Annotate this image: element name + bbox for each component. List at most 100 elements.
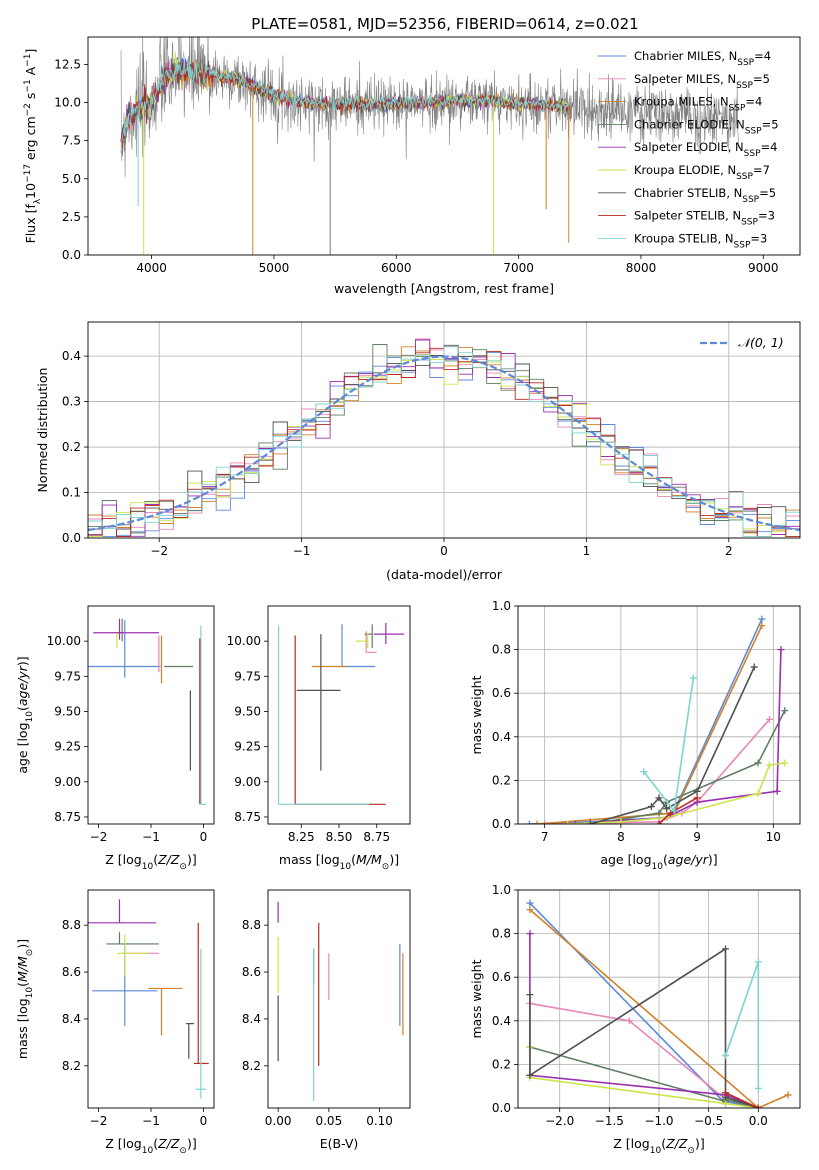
mass-weight-point: [655, 820, 663, 824]
y-tick-label: 9.50: [234, 704, 261, 718]
mass-weight-point: [564, 820, 572, 824]
label-part: mass [log: [15, 998, 30, 1059]
observed-spectrum: [120, 37, 739, 177]
label-part: ⊙: [25, 949, 35, 957]
label-part: =5: [759, 186, 776, 200]
mass-weight-point: [526, 906, 534, 914]
y-tick-label: 8.75: [54, 810, 81, 824]
y-tick-label: 0.4: [492, 1014, 511, 1028]
y-tick-label: 8.6: [62, 965, 81, 979]
mass-weight-point: [777, 646, 785, 654]
label-part: SSP: [734, 240, 751, 250]
model-spectrum-line: [120, 55, 570, 153]
axes-frame: [87, 321, 801, 539]
y-tick-label: 9.50: [54, 704, 81, 718]
y-tick-label: 9.00: [234, 775, 261, 789]
x-tick-label: −2: [150, 544, 168, 558]
x-axis-label: Z [log10(Z/Z⊙)]: [613, 1136, 704, 1156]
x-tick-label: −2: [90, 1114, 108, 1128]
label-part: Flux [f: [23, 204, 38, 244]
x-tick-label: 0.0: [749, 1114, 768, 1128]
label-part: =5: [762, 117, 779, 131]
mass-weight-point: [722, 1089, 730, 1097]
x-tick-label: 10: [766, 830, 781, 844]
label-part: mass [log: [279, 852, 340, 867]
y-tick-label: 8.6: [242, 965, 261, 979]
x-tick-label: 0: [200, 830, 208, 844]
x-tick-label: −2.0: [545, 1114, 574, 1128]
label-part: Salpeter MILES, N: [634, 72, 736, 86]
label-part: Z/Z: [665, 1136, 688, 1151]
x-tick-label: 7000: [503, 261, 534, 275]
mass-weight-point: [781, 707, 789, 715]
mass-weight-point: [533, 820, 541, 824]
label-part: M/M: [356, 852, 382, 867]
figure-title: PLATE=0581, MJD=52356, FIBERID=0614, z=0…: [251, 15, 638, 33]
x-tick-label: 8.75: [363, 830, 390, 844]
mass-weight-point: [670, 807, 678, 815]
mass-weight-point: [666, 809, 674, 817]
mass-weight-point: [693, 787, 701, 795]
label-part: (: [351, 852, 356, 867]
label-part: −17: [23, 164, 33, 183]
label-part: age/yr: [15, 665, 30, 706]
label-part: Z/Z: [157, 852, 180, 867]
y-tick-label: 0.2: [492, 773, 511, 787]
mass-weight-point: [526, 899, 534, 907]
label-part: 10: [25, 711, 35, 723]
label-part: ⊙: [179, 1146, 187, 1156]
axes-frame: [267, 889, 411, 1109]
mass-weight-vs-metallicity-panel: −2.0 −1.5 −1.0 −0.5 0.0 0.0 0.2 0.4 0.6 0.8 1.0 Z […: [469, 883, 801, 1156]
y-tick-label: 0.6: [492, 970, 511, 984]
mass-weight-line: [590, 666, 756, 824]
y-axis-label: Flux [fλ10−17 erg cm−2 s−1 A−1]: [23, 49, 43, 244]
residual-histogram-step: [88, 346, 800, 538]
y-tick-label: 10.00: [227, 634, 261, 648]
normal-distribution-curve: [88, 355, 800, 532]
label-part: −1: [23, 79, 33, 92]
y-tick-label: 9.75: [234, 669, 261, 683]
x-tick-label: −1.0: [644, 1114, 673, 1128]
label-part: (: [661, 1136, 666, 1151]
label-part: )]: [187, 852, 197, 867]
label-part: Kroupa STELIB, N: [634, 231, 734, 245]
y-tick-label: 7.5: [62, 134, 81, 148]
label-part: (: [153, 852, 158, 867]
x-tick-label: 0.10: [366, 1114, 393, 1128]
mass-weight-point: [647, 803, 655, 811]
y-tick-label: 8.4: [242, 1012, 261, 1026]
mass-weight-point: [693, 794, 701, 802]
x-tick-label: −2: [90, 830, 108, 844]
label-part: Salpeter STELIB, N: [634, 209, 741, 223]
mass-weight-point: [722, 1100, 730, 1108]
y-tick-label: 9.25: [54, 740, 81, 754]
mass-weight-line: [529, 947, 759, 1108]
mass-weight-point: [663, 805, 671, 813]
label-part: SSP: [745, 126, 762, 136]
x-tick-label: −1: [293, 544, 311, 558]
x-axis-label: Z [log10(Z/Z⊙)]: [105, 1136, 196, 1156]
label-part: Chabrier STELIB, N: [634, 186, 742, 200]
mass-weight-point: [571, 820, 579, 824]
y-tick-label: 10.0: [54, 96, 81, 110]
label-part: ]: [23, 49, 38, 54]
mass-weight-point: [526, 930, 534, 938]
label-part: Chabrier ELODIE, N: [634, 117, 745, 131]
mass-weight-point: [525, 820, 533, 824]
label-part: )]: [15, 656, 30, 666]
axes-frame: [87, 889, 215, 1109]
label-part: =4: [754, 49, 771, 63]
y-tick-label: 0.8: [492, 643, 511, 657]
y-tick-label: 8.4: [62, 1012, 81, 1026]
residual-histogram-step: [88, 353, 800, 538]
label-part: Chabrier MILES, N: [634, 49, 737, 63]
x-axis-label: E(B-V): [320, 1136, 359, 1151]
x-axis-label: Z [log10(Z/Z⊙)]: [105, 852, 196, 872]
mass-weight-point: [758, 622, 766, 630]
label-part: )]: [389, 852, 399, 867]
mass-weight-point: [541, 820, 549, 824]
label-part: 10: [142, 862, 154, 872]
y-tick-label: 9.25: [234, 740, 261, 754]
